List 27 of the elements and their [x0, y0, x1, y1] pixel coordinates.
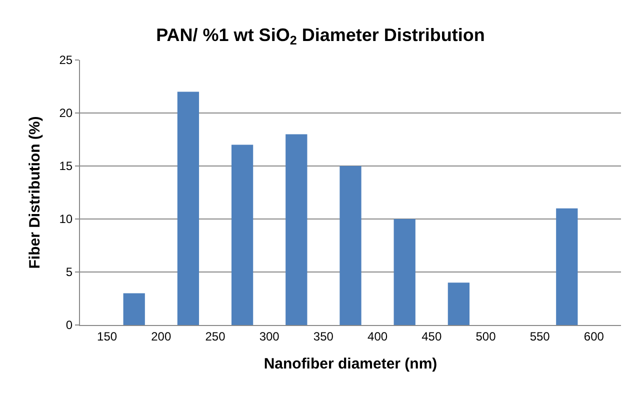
x-tick-label: 250	[205, 329, 226, 344]
bar	[448, 282, 470, 325]
x-tick-label: 600	[584, 329, 604, 344]
x-tick-label: 550	[530, 329, 550, 344]
x-tick-label: 400	[368, 329, 388, 344]
x-tick-label: 450	[422, 329, 442, 344]
x-tick-label: 150	[97, 329, 118, 344]
y-tick-label: 20	[59, 106, 73, 120]
x-tick-label: 500	[476, 329, 496, 344]
bar	[231, 144, 254, 325]
x-tick-label: 350	[313, 329, 334, 344]
y-tick-label: 10	[59, 212, 73, 226]
bar	[556, 208, 578, 325]
bar	[177, 92, 200, 325]
x-tick-label: 200	[151, 329, 172, 344]
y-tick-label: 0	[66, 318, 73, 332]
y-axis-title: Fiber Distribution (%)	[26, 116, 44, 269]
bar	[340, 166, 362, 325]
y-tick-label: 5	[66, 265, 73, 280]
bar	[286, 134, 308, 325]
bar	[394, 219, 416, 325]
x-axis-title: Nanofiber diameter (nm)	[264, 355, 438, 372]
y-tick-label: 25	[59, 53, 73, 68]
bar	[123, 293, 145, 325]
chart-title: PAN/ %1 wt SiO$_{2}$ Diameter Distribution	[156, 24, 485, 48]
y-tick-label: 15	[59, 159, 73, 174]
x-tick-label: 300	[259, 329, 280, 344]
